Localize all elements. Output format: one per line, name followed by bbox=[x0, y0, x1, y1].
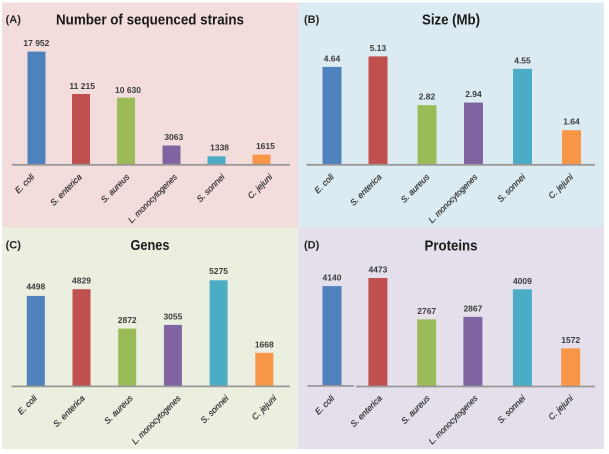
svg-text:1668: 1668 bbox=[255, 339, 274, 349]
svg-text:5.13: 5.13 bbox=[370, 43, 387, 53]
svg-text:4009: 4009 bbox=[513, 276, 532, 286]
svg-text:1572: 1572 bbox=[561, 335, 580, 345]
svg-text:(C): (C) bbox=[6, 239, 22, 251]
svg-text:4473: 4473 bbox=[368, 265, 387, 275]
svg-text:1.64: 1.64 bbox=[563, 117, 580, 127]
svg-text:2867: 2867 bbox=[463, 303, 482, 313]
svg-text:3063: 3063 bbox=[164, 132, 183, 142]
svg-text:4.64: 4.64 bbox=[324, 53, 341, 63]
svg-text:3055: 3055 bbox=[163, 311, 182, 321]
svg-text:(D): (D) bbox=[304, 240, 320, 252]
svg-text:Size (Mb): Size (Mb) bbox=[422, 11, 480, 28]
svg-text:(B): (B) bbox=[304, 14, 320, 26]
svg-text:5275: 5275 bbox=[209, 266, 228, 276]
svg-text:4.55: 4.55 bbox=[514, 55, 531, 65]
svg-text:Number of sequenced strains: Number of sequenced strains bbox=[56, 11, 244, 28]
svg-text:Genes: Genes bbox=[131, 237, 170, 254]
svg-text:4140: 4140 bbox=[323, 273, 342, 283]
svg-text:(A): (A) bbox=[6, 14, 22, 26]
svg-text:2767: 2767 bbox=[417, 306, 436, 316]
svg-text:2872: 2872 bbox=[118, 315, 137, 325]
svg-text:Proteins: Proteins bbox=[425, 237, 478, 254]
svg-text:4498: 4498 bbox=[26, 282, 45, 292]
svg-text:2.94: 2.94 bbox=[465, 89, 482, 99]
svg-text:11 215: 11 215 bbox=[69, 81, 95, 91]
svg-text:17 952: 17 952 bbox=[23, 38, 49, 48]
svg-text:2.82: 2.82 bbox=[419, 92, 436, 102]
svg-text:1615: 1615 bbox=[256, 141, 275, 151]
svg-text:1338: 1338 bbox=[210, 142, 229, 152]
svg-text:4829: 4829 bbox=[72, 276, 91, 286]
svg-text:10 630: 10 630 bbox=[115, 85, 141, 95]
